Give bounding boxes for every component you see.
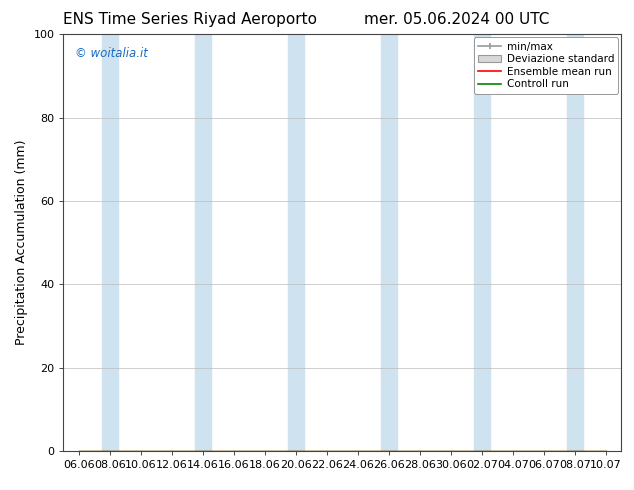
Y-axis label: Precipitation Accumulation (mm): Precipitation Accumulation (mm) <box>15 140 28 345</box>
Bar <box>288 34 304 451</box>
Bar <box>195 34 210 451</box>
Bar <box>381 34 397 451</box>
Text: © woitalia.it: © woitalia.it <box>75 47 148 60</box>
Legend: min/max, Deviazione standard, Ensemble mean run, Controll run: min/max, Deviazione standard, Ensemble m… <box>474 37 618 94</box>
Bar <box>474 34 489 451</box>
Bar <box>567 34 583 451</box>
Text: ENS Time Series Riyad Aeroporto: ENS Time Series Riyad Aeroporto <box>63 12 317 27</box>
Bar <box>102 34 118 451</box>
Text: mer. 05.06.2024 00 UTC: mer. 05.06.2024 00 UTC <box>364 12 549 27</box>
